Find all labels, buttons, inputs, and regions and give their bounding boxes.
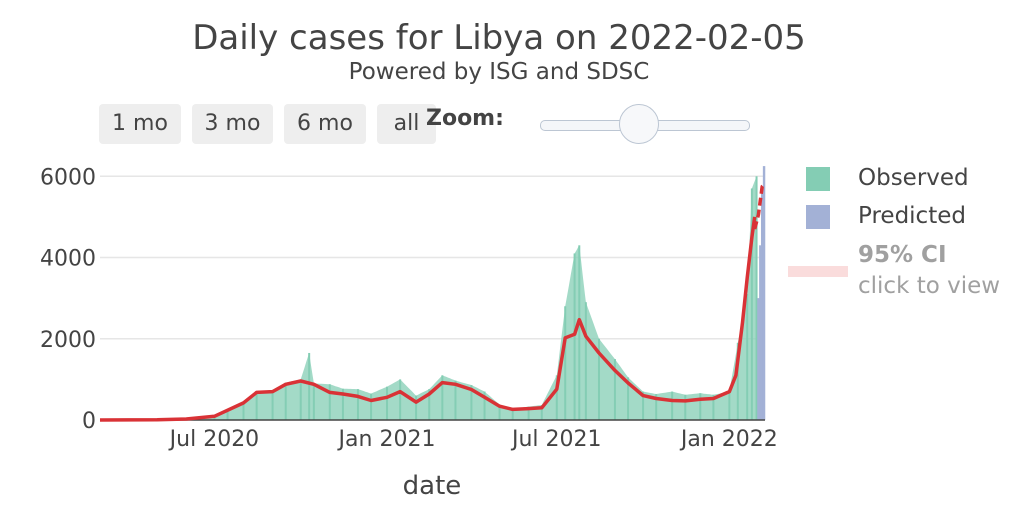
- y-tick-label: 0: [82, 409, 96, 434]
- predicted-bar: [760, 192, 764, 420]
- observed-bar: [527, 406, 530, 420]
- legend-predicted-label[interactable]: Predicted: [858, 203, 966, 229]
- observed-bar: [328, 384, 331, 420]
- legend-ci-hint[interactable]: click to view: [858, 273, 1001, 299]
- observed-bar: [684, 394, 687, 420]
- trend-line-predicted: [753, 183, 766, 230]
- range-button-3mo[interactable]: 3 mo: [192, 104, 273, 144]
- observed-area: [100, 176, 757, 420]
- chart-title: Daily cases for Libya on 2022-02-05: [192, 18, 806, 58]
- observed-bar: [255, 391, 258, 420]
- observed-bar: [755, 176, 758, 420]
- predicted-bar: [762, 166, 766, 420]
- observed-bar: [573, 253, 576, 420]
- observed-bar: [483, 391, 486, 420]
- observed-bar: [498, 404, 501, 420]
- observed-bar: [312, 383, 315, 420]
- legend-predicted-swatch[interactable]: [806, 205, 830, 229]
- observed-bar: [415, 395, 418, 420]
- predicted-bar: [757, 298, 760, 420]
- observed-bar: [511, 409, 514, 420]
- x-tick-label: Jul 2020: [168, 427, 260, 452]
- observed-bar: [613, 359, 616, 420]
- chart-subtitle: Powered by ISG and SDSC: [348, 59, 650, 85]
- observed-bar: [226, 410, 229, 420]
- range-button-all[interactable]: all: [377, 104, 436, 144]
- observed-bar: [746, 294, 749, 420]
- observed-bar: [441, 375, 444, 420]
- zoom-slider-thumb[interactable]: [619, 104, 659, 144]
- observed-bar: [540, 404, 543, 420]
- legend-ci-title[interactable]: 95% CI: [858, 242, 947, 268]
- observed-bar: [428, 389, 431, 420]
- legend-observed-label[interactable]: Observed: [858, 165, 969, 191]
- observed-bar: [299, 379, 302, 420]
- observed-bar: [454, 380, 457, 420]
- observed-bar: [399, 379, 402, 420]
- range-button-6mo[interactable]: 6 mo: [284, 104, 366, 144]
- observed-bar: [699, 393, 702, 420]
- observed-bar: [386, 386, 389, 420]
- observed-bar: [555, 375, 558, 420]
- zoom-label: Zoom:: [426, 106, 504, 131]
- observed-bar: [341, 388, 344, 420]
- observed-bar: [736, 342, 739, 420]
- observed-bar: [578, 245, 581, 420]
- observed-bar: [470, 385, 473, 420]
- observed-bar: [242, 403, 245, 420]
- observed-bar: [671, 391, 674, 420]
- observed-bar: [284, 382, 287, 420]
- observed-bar: [597, 338, 600, 420]
- range-button-1mo[interactable]: 1 mo: [99, 104, 181, 144]
- legend-observed-swatch[interactable]: [806, 167, 830, 191]
- y-tick-label: 4000: [40, 247, 96, 272]
- trend-line: [99, 216, 757, 422]
- x-axis-title: date: [403, 471, 462, 501]
- observed-bar: [642, 391, 645, 420]
- observed-bar: [564, 306, 567, 420]
- observed-bar: [584, 302, 587, 420]
- observed-bar: [370, 393, 373, 420]
- observed-bar: [712, 394, 715, 420]
- observed-bar: [308, 352, 311, 420]
- y-tick-label: 6000: [40, 165, 96, 190]
- x-tick-label: Jan 2021: [337, 427, 436, 452]
- observed-bar: [655, 394, 658, 420]
- x-tick-label: Jan 2022: [679, 427, 778, 452]
- y-tick-label: 2000: [40, 328, 96, 353]
- predicted-bar: [759, 245, 762, 420]
- observed-bar: [728, 391, 731, 420]
- legend-ci-swatch[interactable]: [788, 266, 848, 277]
- observed-bar: [750, 188, 753, 420]
- observed-bar: [356, 389, 359, 420]
- x-tick-label: Jul 2021: [510, 427, 602, 452]
- observed-bar: [271, 389, 274, 420]
- observed-bar: [627, 377, 630, 420]
